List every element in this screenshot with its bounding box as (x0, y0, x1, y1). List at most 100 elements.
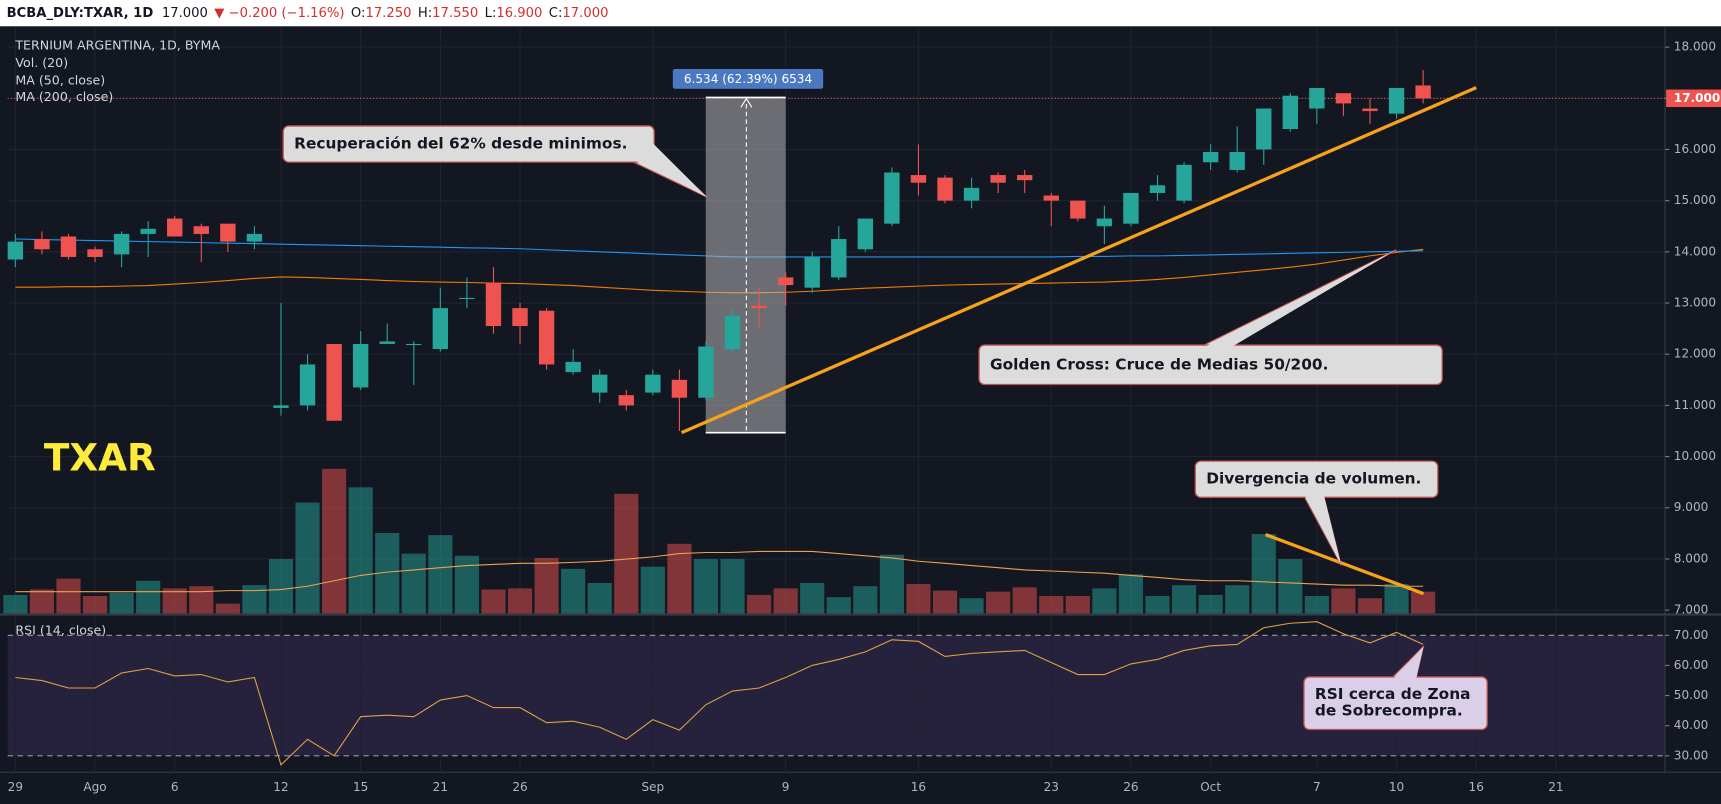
y-tick-label: 18.000 (1674, 40, 1716, 54)
candle-body (459, 297, 475, 299)
volume-bar (1304, 596, 1329, 614)
candle-body (432, 308, 449, 350)
candle-body (645, 374, 661, 393)
volume-bar (667, 543, 692, 614)
x-tick-label: 16 (1469, 780, 1484, 794)
volume-bar (1092, 588, 1117, 614)
volume-bar (507, 588, 533, 614)
plot: 29 Ago 6 12 15 21 26 Sep 9 16 23 26 Oct 7 10 16 21 7.000 8… (0, 27, 1721, 794)
x-tick-label: Ago (83, 780, 106, 794)
candle-body (1123, 192, 1139, 224)
volume-bar (614, 493, 639, 614)
candle-body (1202, 152, 1219, 163)
measure-arrowhead (740, 97, 753, 108)
rsi-line (15, 621, 1424, 766)
volume-bar (401, 553, 426, 614)
candle-body (857, 218, 874, 250)
candle-body (485, 282, 502, 327)
y-tick-label: 10.000 (1674, 449, 1716, 463)
ohlc-key: C: (549, 6, 563, 21)
candle-body (273, 405, 289, 408)
candle-body (831, 239, 847, 278)
volume-bar (1357, 598, 1383, 614)
volume-bar (1384, 584, 1409, 614)
volume-bar (322, 468, 347, 614)
candle-body (167, 218, 183, 237)
volume-bar (853, 586, 878, 614)
volume-ma (15, 550, 1424, 593)
candle-body (140, 228, 156, 234)
candle-body (698, 346, 714, 398)
measure-box (705, 97, 786, 433)
measure-label-bg (672, 69, 824, 89)
volume-bar (454, 555, 479, 614)
legend-entry: MA (50, close) (15, 73, 105, 88)
volume-bar (1278, 559, 1303, 614)
candle-body (406, 343, 422, 346)
annotation: Golden Cross: Cruce de Medias 50/200. (990, 355, 1328, 373)
volume-bar (428, 535, 453, 614)
change: ▼ −0.200 (−1.16%) (214, 6, 344, 21)
legend-title: TERNIUM ARGENTINA, 1D, BYMA (14, 38, 220, 53)
volume-bar (932, 590, 958, 614)
candle-body (1229, 152, 1245, 170)
candle-body (592, 374, 608, 393)
volume-bar (1145, 596, 1170, 614)
candle-body (7, 241, 24, 260)
ohlc-key: L: (485, 6, 497, 21)
candle-body (512, 308, 528, 327)
x-tick-label: 6 (171, 780, 179, 794)
legend-entry: MA (200, close) (15, 89, 113, 104)
ohlc-key: O: (351, 6, 366, 21)
header: BCBA_DLY:TXAR, 1D 17.000 ▼ −0.200 (−1.16… (7, 6, 609, 21)
candle-body (884, 172, 900, 224)
candle-body (1096, 218, 1113, 227)
legend-entry: Vol. (20) (15, 55, 68, 70)
candle-body (910, 175, 927, 183)
x-tick-label: Oct (1200, 780, 1221, 794)
volume-bar (348, 487, 373, 614)
volume-bar (906, 584, 931, 614)
x-tick-label: 7 (1313, 780, 1321, 794)
candle-body (565, 361, 581, 373)
volume-bar (534, 557, 559, 614)
symbol: BCBA_DLY:TXAR, 1D (7, 6, 154, 21)
candle-body (1335, 93, 1352, 104)
price: 17.000 (162, 6, 208, 21)
candle-body (1388, 88, 1405, 114)
volume-bar (747, 594, 772, 614)
volume-bar (1171, 585, 1197, 614)
candle-body (352, 343, 369, 388)
candle-body (1017, 175, 1033, 181)
rsi-tick-label: 30.00 (1674, 748, 1709, 762)
trend-line (680, 86, 1477, 435)
volume-bar (295, 502, 320, 614)
annotation: de Sobrecompra. (1315, 701, 1463, 719)
volume-bar (1331, 588, 1356, 614)
candle-body (60, 236, 77, 257)
volume-bar (109, 592, 134, 614)
volume-bar (1039, 596, 1064, 614)
candle-body (1149, 185, 1166, 193)
volume-bar (189, 586, 214, 614)
x-tick-label: 16 (911, 780, 926, 794)
volume-bar (1198, 594, 1223, 614)
volume-bar (136, 580, 161, 614)
y-tick-label: 16.000 (1674, 142, 1716, 156)
candle-body (113, 233, 130, 255)
x-tick-label: Sep (641, 780, 664, 794)
y-tick-label: 11.000 (1674, 398, 1716, 412)
x-tick-label: 9 (782, 780, 790, 794)
volume-bar (1118, 574, 1144, 614)
volume-bar (1251, 534, 1276, 614)
x-tick-label: 29 (8, 780, 23, 794)
candle-body (246, 233, 263, 242)
volume-bar (268, 559, 294, 614)
callout-box (282, 125, 655, 163)
volume-bar (242, 585, 267, 614)
y-tick-label: 8.000 (1674, 551, 1709, 565)
callout-join (631, 143, 707, 198)
annotation: Divergencia de volumen. (1206, 470, 1421, 488)
y-tick-label: 9.000 (1674, 500, 1709, 514)
candle-body (1362, 108, 1378, 112)
